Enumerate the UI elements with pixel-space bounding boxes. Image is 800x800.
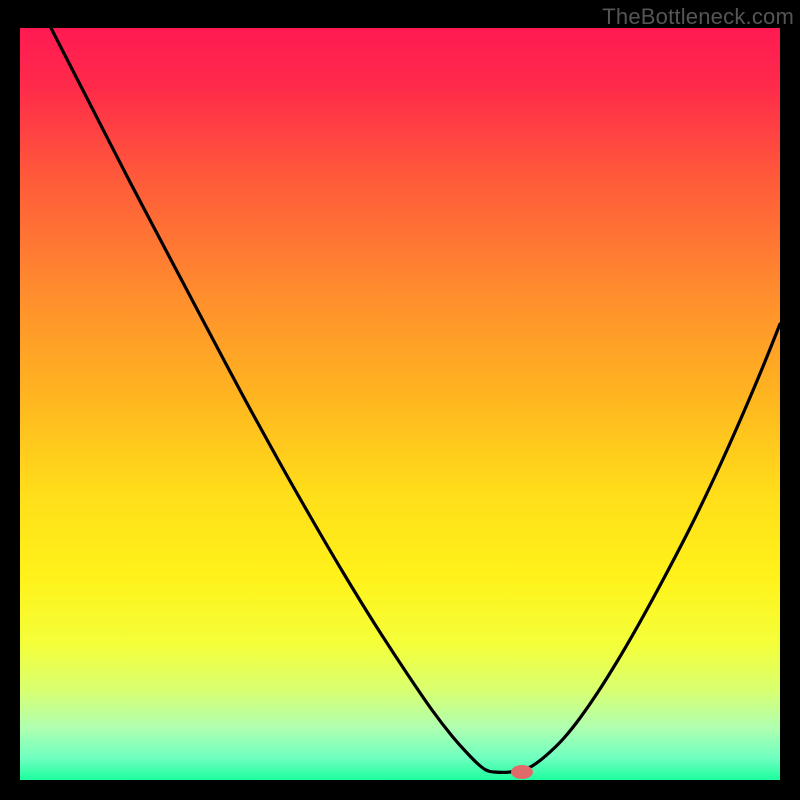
optimum-marker: [511, 765, 533, 779]
plot-area: [20, 28, 780, 780]
watermark-text: TheBottleneck.com: [602, 4, 794, 30]
plot-svg: [20, 28, 780, 780]
frame: TheBottleneck.com: [0, 0, 800, 800]
gradient-bg: [20, 28, 780, 780]
